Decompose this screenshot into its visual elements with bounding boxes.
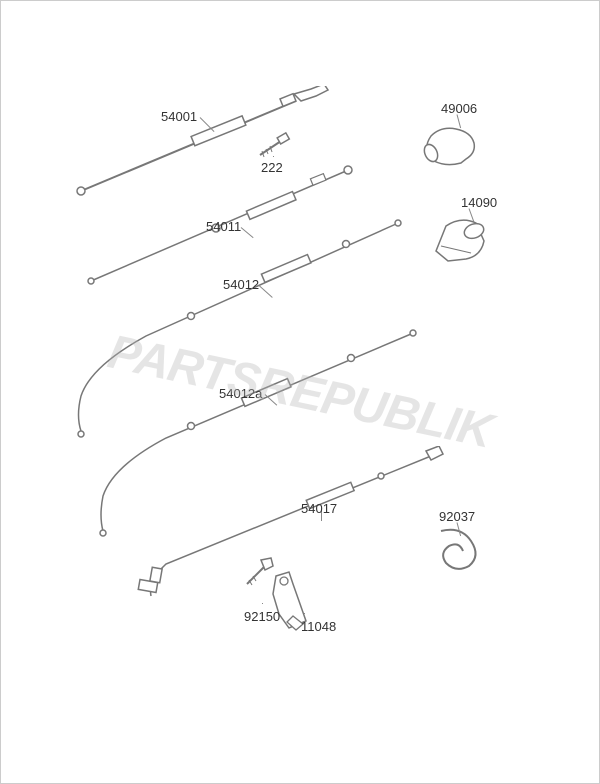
leader-222	[273, 156, 274, 157]
label-54017: 54017	[301, 501, 337, 516]
label-92037: 92037	[439, 509, 475, 524]
cover-14090	[426, 211, 496, 266]
label-11048: 11048	[301, 619, 336, 634]
label-54001: 54001	[161, 109, 197, 124]
leader-92150	[262, 603, 263, 604]
label-14090: 14090	[461, 195, 497, 210]
label-54012a: 54012a	[219, 386, 262, 401]
leader-11048	[304, 613, 305, 614]
label-54012: 54012	[223, 277, 259, 292]
clip-92037	[431, 521, 491, 576]
label-54011: 54011	[206, 219, 241, 234]
label-222: 222	[261, 160, 283, 175]
label-49006: 49006	[441, 101, 477, 116]
label-92150: 92150	[244, 609, 280, 624]
boot-49006	[416, 121, 486, 171]
parts-diagram: 54001 222 49006 54011 14090 54012 54012a…	[0, 0, 600, 784]
